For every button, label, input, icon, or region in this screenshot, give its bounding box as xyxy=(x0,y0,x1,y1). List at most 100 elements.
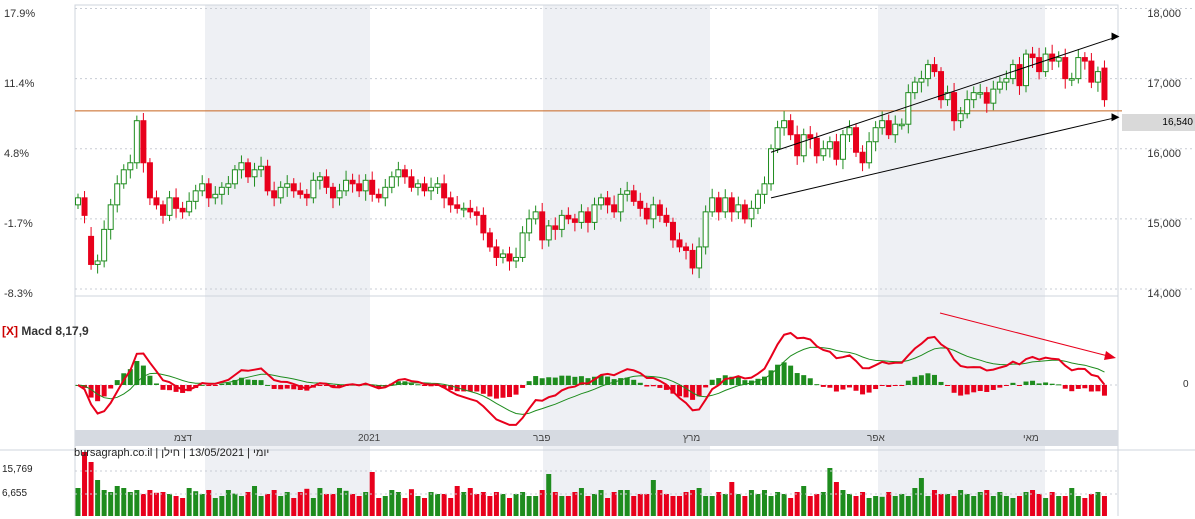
macd-histogram-bar xyxy=(846,385,852,388)
candle-body xyxy=(441,183,448,199)
macd-histogram-bar xyxy=(892,385,898,386)
macd-histogram-bar xyxy=(441,385,447,388)
macd-histogram-bar xyxy=(696,385,702,397)
macd-histogram-bar xyxy=(1075,385,1081,389)
macd-histogram-bar xyxy=(650,385,656,387)
candle-body xyxy=(133,120,140,164)
macd-histogram-bar xyxy=(657,385,663,388)
volume-bar xyxy=(271,490,277,516)
macd-histogram-bar xyxy=(866,385,872,393)
candle-body xyxy=(637,200,644,209)
candle-body xyxy=(101,228,108,262)
candle-body xyxy=(539,211,546,241)
right-axis-label: 14,000 xyxy=(1147,288,1181,300)
macd-histogram-bar xyxy=(219,383,225,385)
candle-body xyxy=(1062,57,1069,80)
volume-bar xyxy=(232,493,238,516)
month-label: מרץ xyxy=(683,433,701,444)
volume-bar xyxy=(977,492,983,516)
volume-bar xyxy=(199,494,205,516)
volume-bar xyxy=(866,498,872,516)
candle-body xyxy=(545,225,552,241)
left-axis-label: 4.8% xyxy=(4,148,30,160)
volume-bar xyxy=(899,494,905,516)
macd-histogram-bar xyxy=(1036,383,1042,385)
volume-bar xyxy=(422,498,428,516)
volume-bar xyxy=(180,498,186,516)
macd-histogram-bar xyxy=(592,376,597,385)
candle-body xyxy=(768,148,775,185)
macd-histogram-bar xyxy=(467,385,473,392)
macd-histogram-bar xyxy=(735,377,741,385)
candle-body xyxy=(244,162,251,178)
volume-bar xyxy=(441,494,447,516)
volume-bar xyxy=(781,494,787,516)
candle-body xyxy=(205,183,212,199)
volume-bar xyxy=(193,491,199,516)
candle-body xyxy=(728,197,735,213)
candle-body xyxy=(94,260,101,265)
volume-bar xyxy=(729,482,735,516)
candle-body xyxy=(1101,67,1108,101)
macd-histogram-bar xyxy=(480,385,486,394)
candle-body xyxy=(414,183,421,188)
macd-histogram-bar xyxy=(1049,383,1055,385)
right-axis-label: 15,000 xyxy=(1147,218,1181,230)
candle-body xyxy=(88,235,95,265)
divergence-arrow-head xyxy=(1104,351,1116,360)
volume-bar xyxy=(395,492,401,516)
volume-bar xyxy=(650,480,656,516)
candle-body xyxy=(650,204,657,220)
candle-body xyxy=(866,141,873,164)
volume-bar xyxy=(676,496,682,516)
candle-body xyxy=(238,162,245,171)
candle-body xyxy=(316,176,323,181)
candle-body xyxy=(826,141,833,150)
volume-bar xyxy=(722,494,728,516)
volume-bar xyxy=(304,488,310,516)
macd-histogram-bar xyxy=(918,375,924,385)
month-label: 2021 xyxy=(358,433,381,444)
candle-body xyxy=(970,92,977,101)
candle-body xyxy=(774,127,781,150)
candle-body xyxy=(754,193,761,209)
volume-bar xyxy=(121,488,127,516)
macd-histogram-bar xyxy=(997,385,1003,388)
volume-bar xyxy=(1069,488,1075,516)
candle-body xyxy=(388,176,395,188)
macd-histogram-bar xyxy=(676,385,682,397)
candle-body xyxy=(938,71,945,101)
month-label: דצמ xyxy=(174,433,192,444)
candle-body xyxy=(290,183,297,192)
indicator-close-button[interactable]: [X] xyxy=(2,324,18,338)
volume-bar xyxy=(186,488,192,516)
macd-histogram-bar xyxy=(565,375,571,385)
candle-body xyxy=(192,190,199,202)
right-axis-label: 18,000 xyxy=(1147,8,1181,20)
candle-body xyxy=(153,197,160,206)
macd-histogram-bar xyxy=(833,385,839,392)
volume-bar xyxy=(958,490,964,516)
last-price-tag: 16,540 xyxy=(1122,114,1195,131)
candle-body xyxy=(428,186,435,192)
macd-histogram-bar xyxy=(278,385,284,390)
macd-histogram-bar xyxy=(840,385,846,390)
volume-bar xyxy=(1003,496,1009,516)
macd-histogram-bar xyxy=(147,375,153,385)
candle-body xyxy=(611,204,618,213)
volume-bar xyxy=(605,498,611,516)
volume-bar xyxy=(108,492,114,516)
volume-bar xyxy=(1088,494,1094,516)
volume-bar xyxy=(317,488,323,516)
macd-histogram-bar xyxy=(160,385,166,390)
macd-histogram-bar xyxy=(101,385,107,397)
volume-bar xyxy=(768,496,774,516)
volume-bar xyxy=(716,492,722,516)
volume-bar xyxy=(1049,492,1055,516)
candle-body xyxy=(872,127,879,143)
candle-body xyxy=(349,179,356,185)
macd-histogram-bar xyxy=(827,385,833,388)
macd-histogram-bar xyxy=(958,385,964,396)
macd-histogram-bar xyxy=(212,385,218,386)
